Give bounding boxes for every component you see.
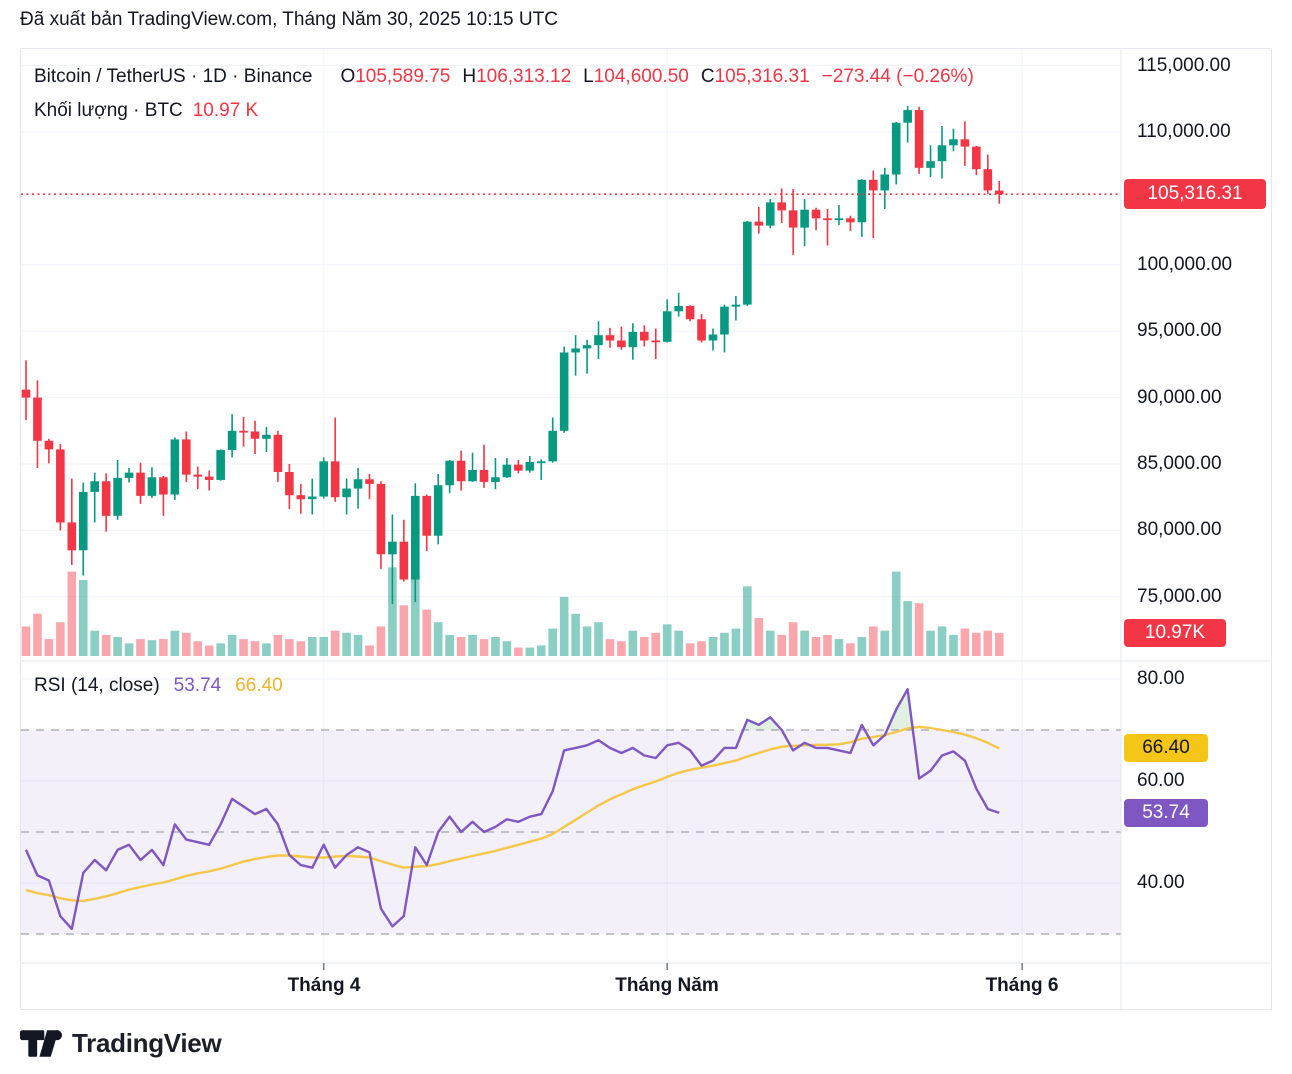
chart-frame: Bitcoin / TetherUS · 1D · Binance O105,58… bbox=[20, 48, 1272, 1010]
rsi-axis-label: 40.00 bbox=[1137, 872, 1185, 893]
open-value: 105,589.75 bbox=[355, 66, 451, 87]
rsi-value: 53.74 bbox=[173, 675, 222, 696]
volume-legend: Khối lượng · BTC 10.97 K bbox=[34, 100, 258, 122]
rsi-title: RSI (14, close) bbox=[34, 675, 160, 696]
close-label: C bbox=[700, 66, 715, 87]
rsi-axis-label: 60.00 bbox=[1137, 770, 1185, 791]
low-label: L bbox=[583, 66, 594, 87]
rsi-ma-value: 66.40 bbox=[235, 675, 283, 696]
time-axis-label-june: Tháng 6 bbox=[985, 975, 1059, 996]
symbol-legend: Bitcoin / TetherUS · 1D · Binance O105,58… bbox=[34, 66, 974, 88]
rsi-value-badge: 53.74 bbox=[1124, 799, 1208, 827]
change-value: −273.44 (−0.26%) bbox=[821, 66, 974, 87]
tradingview-brand[interactable]: TradingView bbox=[20, 1028, 222, 1059]
rsi-ma-badge: 66.40 bbox=[1124, 734, 1208, 762]
symbol-title: Bitcoin / TetherUS · 1D · Binance bbox=[34, 66, 313, 87]
price-axis-label: 80,000.00 bbox=[1137, 519, 1222, 540]
time-axis-label-may: Tháng Năm bbox=[615, 975, 719, 996]
chart-canvas bbox=[21, 49, 1271, 1009]
price-axis-label: 100,000.00 bbox=[1137, 254, 1233, 275]
price-axis-label: 110,000.00 bbox=[1137, 121, 1231, 142]
price-axis-label: 115,000.00 bbox=[1137, 55, 1231, 76]
tradingview-logo-icon bbox=[20, 1030, 62, 1057]
price-axis-label: 95,000.00 bbox=[1137, 320, 1222, 341]
price-axis-label: 90,000.00 bbox=[1137, 387, 1222, 408]
volume-label: Khối lượng · BTC bbox=[34, 100, 183, 121]
time-axis-label-april: Tháng 4 bbox=[287, 975, 361, 996]
rsi-axis-label: 80.00 bbox=[1137, 668, 1185, 689]
low-value: 104,600.50 bbox=[593, 66, 689, 87]
price-axis-label: 85,000.00 bbox=[1137, 453, 1222, 474]
last-price-badge: 105,316.31 bbox=[1124, 179, 1266, 209]
brand-text: TradingView bbox=[72, 1028, 222, 1058]
close-value: 105,316.31 bbox=[714, 66, 810, 87]
volume-value: 10.97 K bbox=[192, 100, 259, 121]
high-label: H bbox=[462, 66, 477, 87]
price-axis-label: 75,000.00 bbox=[1137, 586, 1222, 607]
volume-badge: 10.97K bbox=[1124, 619, 1226, 647]
rsi-legend: RSI (14, close) 53.74 66.40 bbox=[34, 675, 283, 697]
open-label: O bbox=[340, 66, 356, 87]
published-caption: Đã xuất bản TradingView.com, Tháng Năm 3… bbox=[20, 9, 558, 30]
high-value: 106,313.12 bbox=[476, 66, 572, 87]
